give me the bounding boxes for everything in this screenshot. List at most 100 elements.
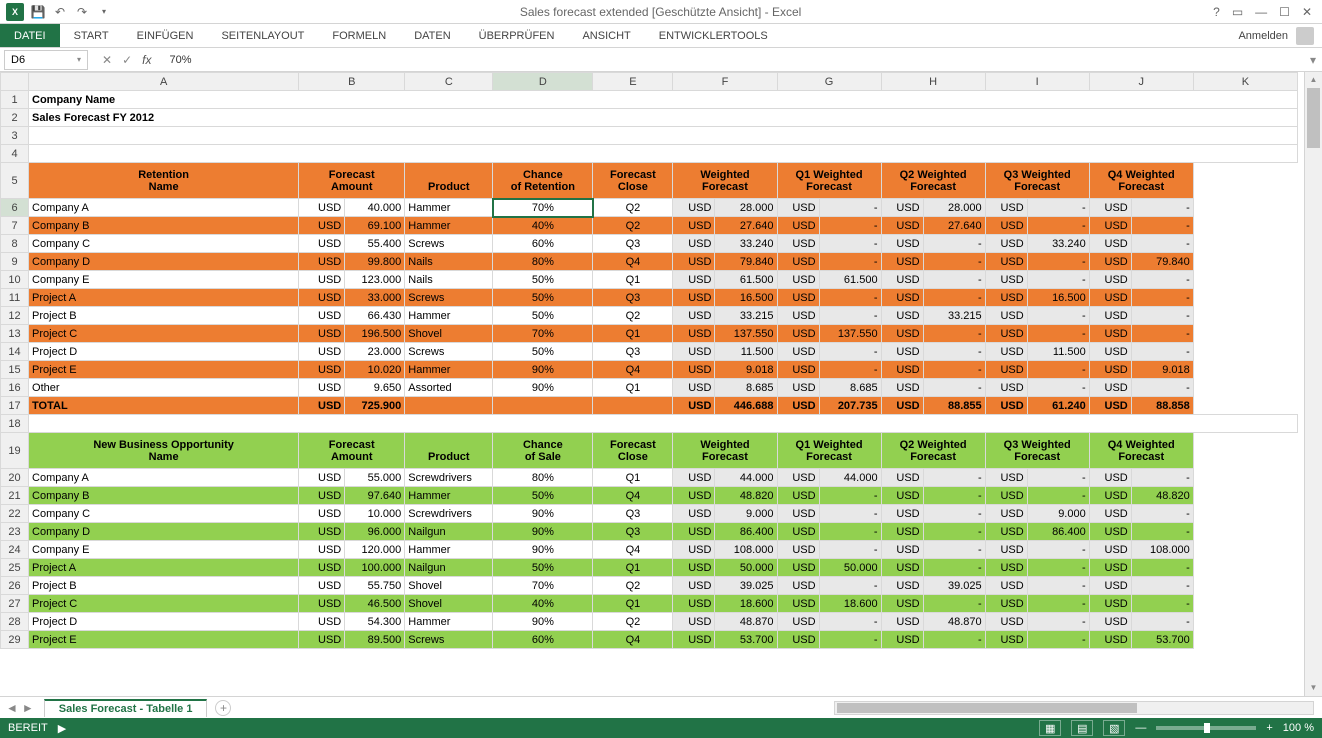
cell-q2-cur[interactable]: USD — [881, 469, 923, 487]
cell-q3-val[interactable]: 86.400 — [1027, 523, 1089, 541]
cell-wf-cur[interactable]: USD — [673, 271, 715, 289]
row-header-13[interactable]: 13 — [1, 325, 29, 343]
cell-q2-cur[interactable]: USD — [881, 199, 923, 217]
cell-q3-cur[interactable]: USD — [985, 613, 1027, 631]
cell-chance[interactable]: 80% — [493, 253, 593, 271]
cell-q1-val[interactable]: - — [819, 235, 881, 253]
cell-q3-val[interactable]: 16.500 — [1027, 289, 1089, 307]
cell-q1-cur[interactable]: USD — [777, 469, 819, 487]
cell-amount[interactable]: 55.400 — [345, 235, 405, 253]
cell-chance[interactable]: 60% — [493, 631, 593, 649]
cell-wf-cur[interactable]: USD — [673, 307, 715, 325]
cell-amount[interactable]: 97.640 — [345, 487, 405, 505]
col-header-F[interactable]: F — [673, 73, 777, 91]
cell-q4-val[interactable]: - — [1131, 343, 1193, 361]
col-header-G[interactable]: G — [777, 73, 881, 91]
cell-q1-cur[interactable]: USD — [777, 541, 819, 559]
cell-name[interactable]: Project B — [29, 307, 299, 325]
cell-q4-val[interactable]: 48.820 — [1131, 487, 1193, 505]
zoom-level[interactable]: 100 % — [1283, 722, 1314, 734]
cell-q3-val[interactable]: - — [1027, 487, 1089, 505]
cell-q2-val[interactable]: - — [923, 325, 985, 343]
cell-q1-val[interactable]: 44.000 — [819, 469, 881, 487]
scroll-up-icon[interactable]: ▲ — [1305, 72, 1322, 88]
cell-q2-val[interactable]: - — [923, 361, 985, 379]
cell-q3-val[interactable]: - — [1027, 253, 1089, 271]
cell-close[interactable]: Q4 — [593, 487, 673, 505]
cell-product[interactable]: Hammer — [405, 361, 493, 379]
row-header-28[interactable]: 28 — [1, 613, 29, 631]
row-header-11[interactable]: 11 — [1, 289, 29, 307]
cell-q4-cur[interactable]: USD — [1089, 253, 1131, 271]
cell-close[interactable]: Q1 — [593, 271, 673, 289]
cell-currency[interactable]: USD — [299, 253, 345, 271]
cell-amount[interactable]: 33.000 — [345, 289, 405, 307]
cell-currency[interactable]: USD — [299, 379, 345, 397]
cell-q3-cur[interactable]: USD — [985, 523, 1027, 541]
cell-product[interactable]: Screws — [405, 343, 493, 361]
cell-q1-cur[interactable]: USD — [777, 595, 819, 613]
cell-q4-cur[interactable]: USD — [1089, 343, 1131, 361]
cell-product[interactable]: Assorted — [405, 379, 493, 397]
cell-close[interactable]: Q1 — [593, 595, 673, 613]
cell-q1-val[interactable]: - — [819, 199, 881, 217]
cell-q1-val[interactable]: - — [819, 217, 881, 235]
row-header-2[interactable]: 2 — [1, 109, 29, 127]
cell-wf-val[interactable]: 18.600 — [715, 595, 777, 613]
cell-wf-cur[interactable]: USD — [673, 505, 715, 523]
cell-amount[interactable]: 66.430 — [345, 307, 405, 325]
sheet-tab-active[interactable]: Sales Forecast - Tabelle 1 — [44, 699, 208, 717]
cell-close[interactable]: Q4 — [593, 253, 673, 271]
cell-total-q4[interactable]: 88.858 — [1131, 397, 1193, 415]
cell-q1-val[interactable]: - — [819, 577, 881, 595]
cell-amount[interactable]: 54.300 — [345, 613, 405, 631]
cell-amount[interactable]: 9.650 — [345, 379, 405, 397]
cell-wf-cur[interactable]: USD — [673, 487, 715, 505]
hdr-q4[interactable]: Q4 WeightedForecast — [1089, 433, 1193, 469]
signin-link[interactable]: Anmelden — [1238, 30, 1288, 42]
cell-chance[interactable]: 40% — [493, 217, 593, 235]
cell-q1-val[interactable]: - — [819, 289, 881, 307]
macro-record-icon[interactable]: ▶ — [58, 722, 66, 735]
cell-name[interactable]: Company B — [29, 487, 299, 505]
cell-amount[interactable]: 96.000 — [345, 523, 405, 541]
cell-name[interactable]: Company C — [29, 505, 299, 523]
cell-q4-cur[interactable]: USD — [1089, 379, 1131, 397]
cell-q4-val[interactable]: 79.840 — [1131, 253, 1193, 271]
cell-product[interactable]: Hammer — [405, 307, 493, 325]
cell-currency[interactable]: USD — [299, 613, 345, 631]
tab-formeln[interactable]: FORMELN — [318, 24, 400, 47]
row-header-6[interactable]: 6 — [1, 199, 29, 217]
cell-amount[interactable]: 123.000 — [345, 271, 405, 289]
cell-q4-cur[interactable]: USD — [1089, 235, 1131, 253]
cell-wf-val[interactable]: 9.000 — [715, 505, 777, 523]
cell-name[interactable]: Company D — [29, 253, 299, 271]
cell-q1-val[interactable]: 18.600 — [819, 595, 881, 613]
col-header-D[interactable]: D — [493, 73, 593, 91]
cell-q2-cur[interactable]: USD — [881, 217, 923, 235]
cell-q3-cur[interactable]: USD — [985, 595, 1027, 613]
cell-product[interactable]: Screwdrivers — [405, 505, 493, 523]
cell-chance[interactable]: 70% — [493, 577, 593, 595]
cell-q2-cur[interactable]: USD — [881, 325, 923, 343]
close-icon[interactable]: ✕ — [1302, 5, 1312, 19]
cell-wf-val[interactable]: 33.240 — [715, 235, 777, 253]
cell-close[interactable]: Q2 — [593, 613, 673, 631]
spreadsheet-grid[interactable]: ABCDEFGHIJK1Company Name2Sales Forecast … — [0, 72, 1304, 696]
add-sheet-icon[interactable]: + — [215, 700, 231, 716]
avatar-icon[interactable] — [1296, 27, 1314, 45]
hdr-product[interactable]: Product — [405, 433, 493, 469]
cell-q4-cur[interactable]: USD — [1089, 271, 1131, 289]
cell-q1-val[interactable]: - — [819, 523, 881, 541]
cell-q4-cur[interactable]: USD — [1089, 307, 1131, 325]
hdr-q1[interactable]: Q1 WeightedForecast — [777, 433, 881, 469]
cell-name[interactable]: Other — [29, 379, 299, 397]
cell-q1-cur[interactable]: USD — [777, 253, 819, 271]
cell-close[interactable]: Q1 — [593, 325, 673, 343]
view-layout-icon[interactable]: ▤ — [1071, 720, 1093, 736]
cell-wf-cur[interactable]: USD — [673, 631, 715, 649]
cell-total-q1[interactable]: 207.735 — [819, 397, 881, 415]
redo-icon[interactable]: ↷ — [74, 4, 90, 20]
cell-q3-cur[interactable]: USD — [985, 235, 1027, 253]
cell-chance[interactable]: 90% — [493, 505, 593, 523]
